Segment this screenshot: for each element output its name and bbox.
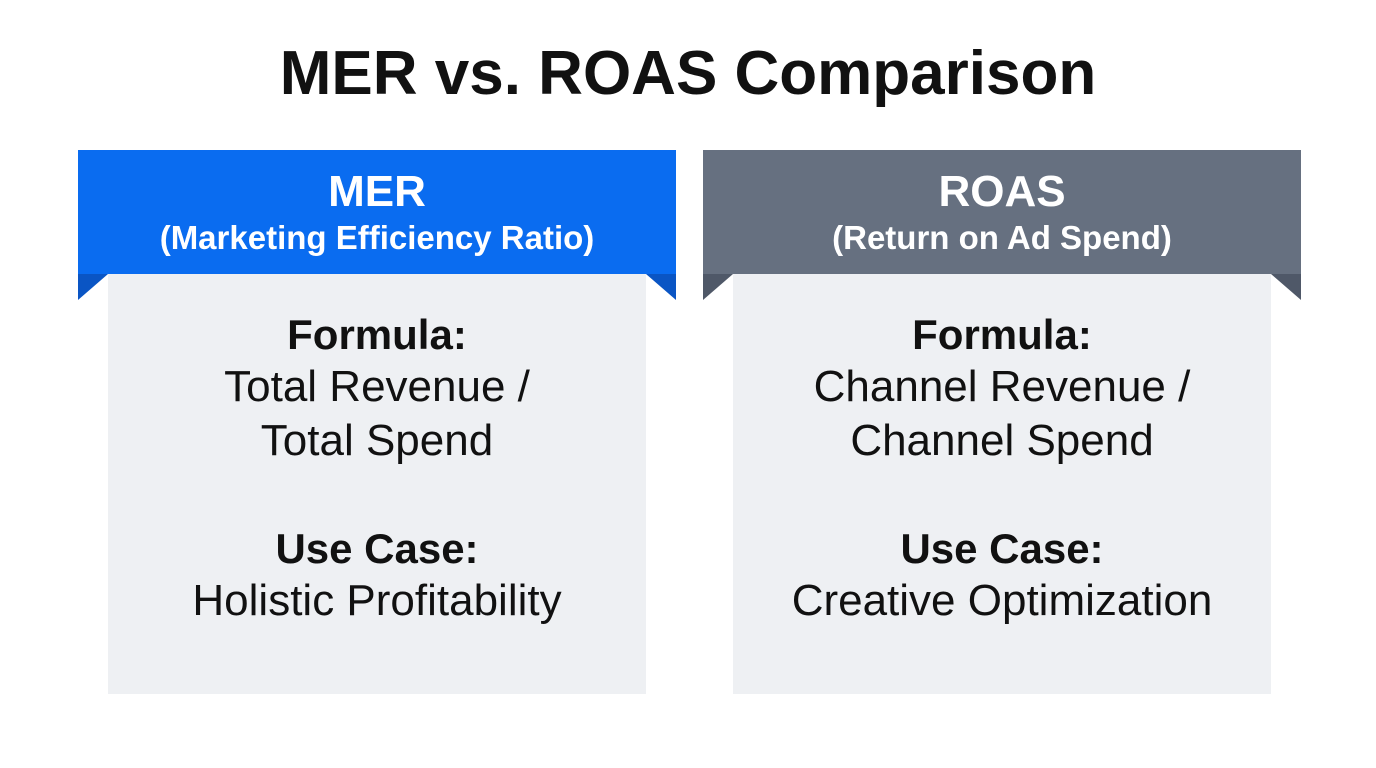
use-case-value: Creative Optimization <box>791 576 1213 625</box>
card-body <box>733 272 1271 694</box>
card-heading: MER <box>328 167 426 216</box>
banner-fold-left <box>78 274 108 300</box>
use-case-label: Use Case: <box>275 525 479 572</box>
card-subheading: (Return on Ad Spend) <box>832 219 1172 256</box>
mer-banner: MER (Marketing Efficiency Ratio) <box>78 150 676 274</box>
formula-label: Formula: <box>912 311 1092 358</box>
formula-line-2: Total Spend <box>260 416 494 465</box>
banner-fold-right <box>646 274 676 300</box>
banner-fold-right <box>1271 274 1301 300</box>
formula-line-1: Channel Revenue / <box>813 362 1191 411</box>
banner-fold-left <box>703 274 733 300</box>
card-content: Formula: Channel Revenue / Channel Spend… <box>733 310 1271 628</box>
formula-line-2: Channel Spend <box>850 416 1154 465</box>
use-case-value: Holistic Profitability <box>192 576 562 625</box>
card-heading: ROAS <box>938 167 1066 216</box>
card-content: Formula: Total Revenue / Total Spend Use… <box>108 310 646 628</box>
use-case-label: Use Case: <box>900 525 1104 572</box>
roas-card: ROAS (Return on Ad Spend) Formula: Chann… <box>703 150 1301 694</box>
formula-line-1: Total Revenue / <box>224 362 530 411</box>
roas-banner: ROAS (Return on Ad Spend) <box>703 150 1301 274</box>
formula-label: Formula: <box>287 311 467 358</box>
mer-card: MER (Marketing Efficiency Ratio) Formula… <box>78 150 676 694</box>
card-subheading: (Marketing Efficiency Ratio) <box>159 219 595 256</box>
page-title: MER vs. ROAS Comparison <box>279 39 1097 108</box>
card-body <box>108 272 646 694</box>
